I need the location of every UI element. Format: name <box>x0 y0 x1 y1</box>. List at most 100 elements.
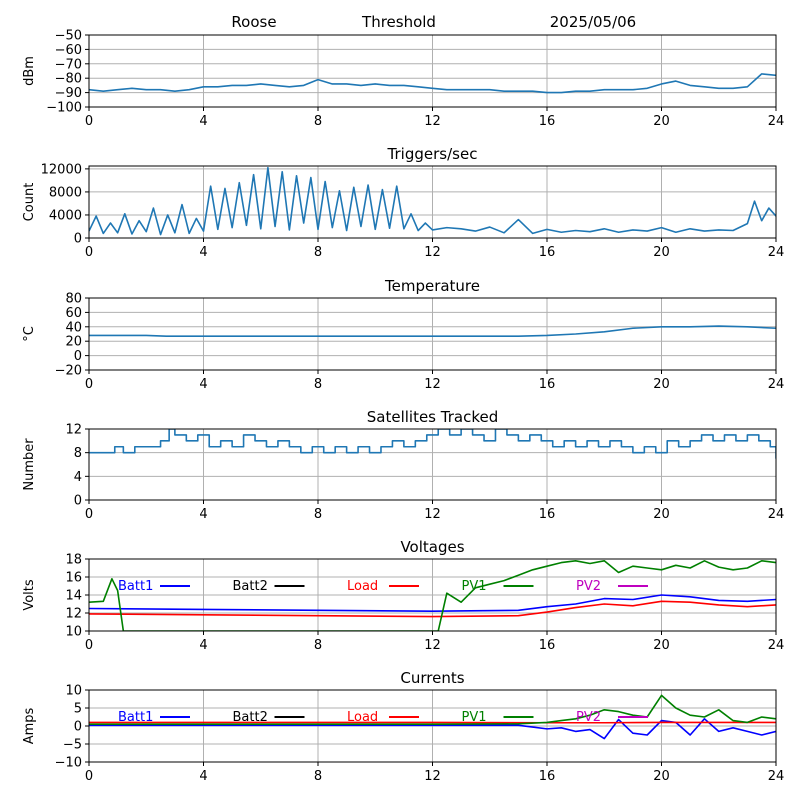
y-tick-label: 0 <box>74 349 82 364</box>
panel-title: Triggers/sec <box>387 145 478 163</box>
y-tick-label: −80 <box>55 72 82 87</box>
header-date: 2025/05/06 <box>550 13 636 31</box>
legend-label: Batt2 <box>233 710 268 725</box>
series-line-batt1 <box>89 594 776 613</box>
y-tick-label: −60 <box>55 43 82 58</box>
y-tick-label: −20 <box>55 364 82 379</box>
y-tick-label: 4 <box>74 470 82 485</box>
x-tick-label: 0 <box>85 769 93 784</box>
y-axis-label: dBm <box>22 56 37 86</box>
panel-title: Temperature <box>384 277 480 295</box>
y-tick-label: 5 <box>74 702 82 717</box>
series-line-satellites <box>89 429 776 459</box>
series-line-triggers <box>89 166 776 236</box>
x-tick-label: 4 <box>199 377 207 392</box>
y-tick-label: 12 <box>65 607 82 622</box>
x-tick-label: 12 <box>424 245 441 260</box>
x-tick-label: 20 <box>653 507 670 522</box>
x-tick-label: 8 <box>314 638 322 653</box>
y-tick-label: 60 <box>65 306 82 321</box>
x-tick-label: 0 <box>85 114 93 129</box>
y-tick-label: 16 <box>65 571 82 586</box>
panel-currents: 0 4 8 12 16 20 24 10 5 0 −5 −10 Currents Amps Batt1 Bat… <box>22 669 784 784</box>
x-tick-label: 24 <box>768 769 785 784</box>
panel-title: Currents <box>400 669 464 687</box>
y-axis-label: Count <box>22 183 37 222</box>
x-tick-label: 0 <box>85 507 93 522</box>
header-mode: Threshold <box>361 13 436 31</box>
x-tick-label: 16 <box>539 114 556 129</box>
x-tick-label: 20 <box>653 114 670 129</box>
legend-label: Batt2 <box>233 579 268 594</box>
plot-frame <box>88 165 777 239</box>
series-line-pv1 <box>89 559 776 631</box>
x-tick-label: 24 <box>768 638 785 653</box>
legend-label: PV2 <box>576 579 601 594</box>
x-tick-label: 4 <box>199 245 207 260</box>
x-tick-label: 16 <box>539 377 556 392</box>
series-line-signal <box>89 73 776 94</box>
x-tick-label: 20 <box>653 377 670 392</box>
x-tick-label: 24 <box>768 114 785 129</box>
y-axis-label: Amps <box>22 707 37 744</box>
y-axis-label: Number <box>22 438 37 491</box>
plot-frame <box>88 297 777 371</box>
x-tick-label: 12 <box>424 114 441 129</box>
x-tick-label: 24 <box>768 377 785 392</box>
y-tick-label: 18 <box>65 553 82 568</box>
x-tick-label: 12 <box>424 638 441 653</box>
panel-voltages: 0 4 8 12 16 20 24 18 16 14 12 10 Voltages Volts Batt1 B… <box>22 538 784 653</box>
y-tick-label: 20 <box>65 335 82 350</box>
y-tick-label: 0 <box>74 720 82 735</box>
y-tick-label: 12 <box>65 423 82 438</box>
x-tick-label: 16 <box>539 507 556 522</box>
y-tick-label: −50 <box>55 29 82 44</box>
x-tick-label: 12 <box>424 377 441 392</box>
x-tick-label: 0 <box>85 245 93 260</box>
plot-frame <box>88 689 777 763</box>
x-tick-label: 8 <box>314 377 322 392</box>
legend-label: PV1 <box>462 579 487 594</box>
x-tick-label: 0 <box>85 377 93 392</box>
legend-label: Batt1 <box>118 579 153 594</box>
y-tick-label: 10 <box>65 684 82 699</box>
y-tick-label: 14 <box>65 589 82 604</box>
plot-frame <box>88 558 777 632</box>
y-tick-label: 4000 <box>49 208 82 223</box>
x-tick-label: 8 <box>314 245 322 260</box>
x-tick-label: 12 <box>424 507 441 522</box>
y-tick-label: −70 <box>55 57 82 72</box>
y-tick-label: 8000 <box>49 185 82 200</box>
x-tick-label: 24 <box>768 245 785 260</box>
plot-frame <box>88 428 777 501</box>
y-axis-label: Volts <box>22 579 37 611</box>
x-tick-label: 4 <box>199 114 207 129</box>
panel-triggers: 0 4 8 12 16 20 24 0 4000 8000 12000 Triggers/sec Cou… <box>22 145 784 260</box>
x-tick-label: 20 <box>653 769 670 784</box>
legend-label: PV1 <box>462 710 487 725</box>
y-tick-label: −5 <box>63 738 82 753</box>
x-tick-label: 16 <box>539 245 556 260</box>
panel-signal: 0 4 8 12 16 20 24 −50−60−70−80−90−100 dBm <box>22 29 784 130</box>
x-tick-label: 0 <box>85 638 93 653</box>
y-tick-label: 8 <box>74 446 82 461</box>
panel-title: Satellites Tracked <box>367 408 498 426</box>
series-line-pv1 <box>89 694 776 726</box>
panel-title: Voltages <box>400 538 464 556</box>
legend-label: Load <box>347 710 378 725</box>
x-tick-label: 8 <box>314 507 322 522</box>
series-line-temperature <box>89 325 776 337</box>
y-tick-label: 10 <box>65 625 82 640</box>
x-tick-label: 16 <box>539 769 556 784</box>
x-tick-label: 8 <box>314 114 322 129</box>
y-tick-label: 0 <box>74 232 82 247</box>
y-tick-label: −90 <box>55 86 82 101</box>
x-tick-label: 12 <box>424 769 441 784</box>
y-tick-label: −100 <box>46 101 82 116</box>
x-tick-label: 20 <box>653 638 670 653</box>
plot-frame <box>88 34 777 108</box>
series-line-load <box>89 600 776 618</box>
